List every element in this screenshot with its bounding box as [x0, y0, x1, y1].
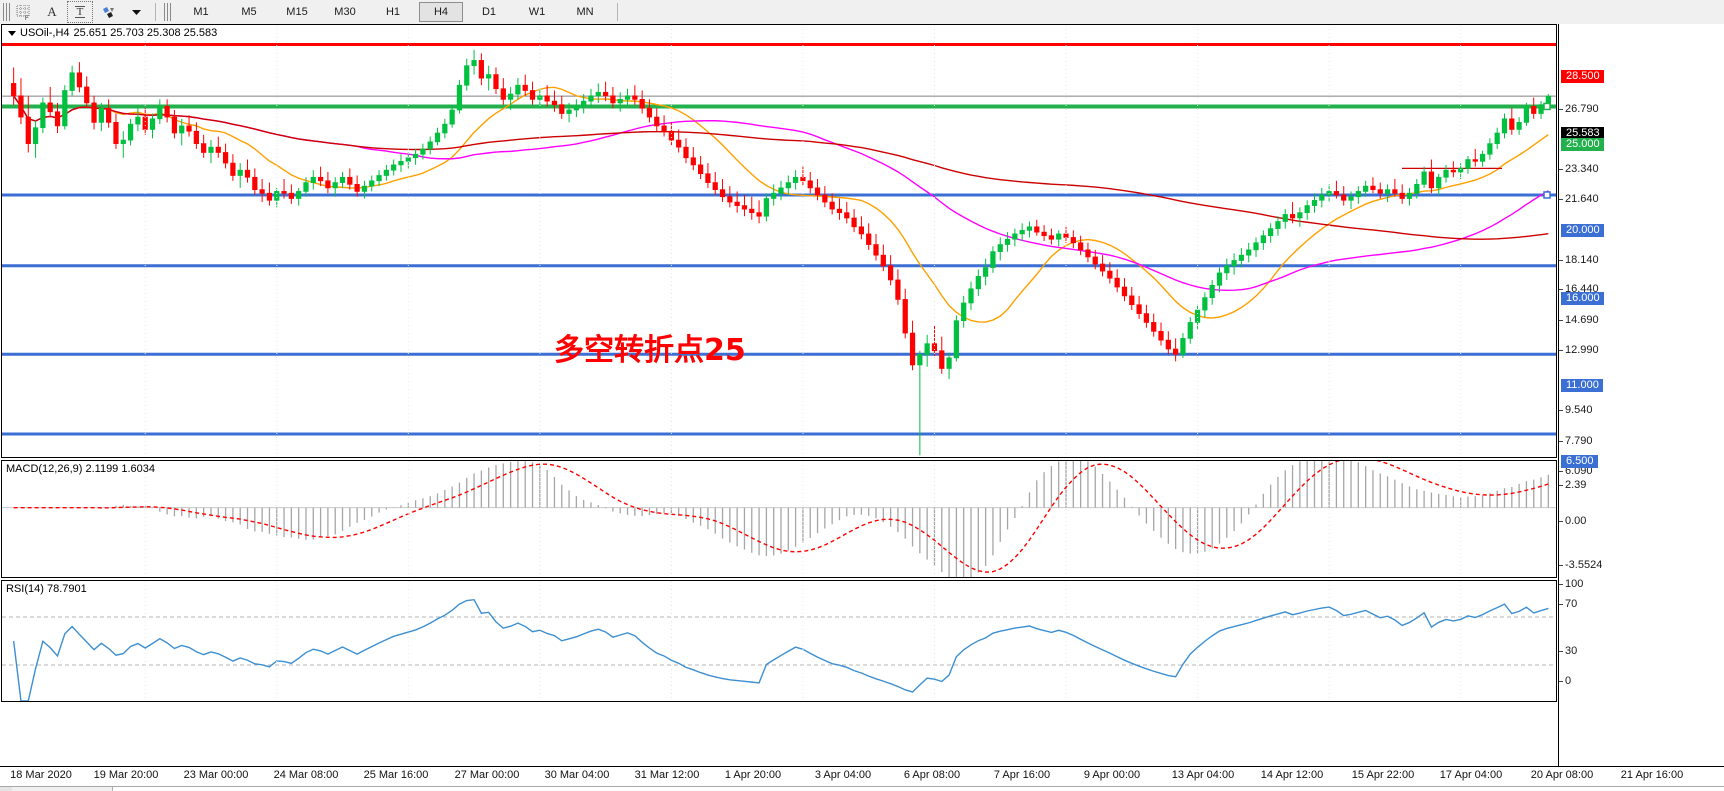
price-tick: 9.540	[1559, 404, 1593, 416]
time-tick: 25 Mar 16:00	[363, 769, 429, 781]
timeframe-m15[interactable]: M15	[286, 6, 308, 18]
rsi-plot	[2, 581, 1556, 701]
timeframe-m1[interactable]: M1	[193, 6, 209, 18]
time-tick: 7 Apr 16:00	[993, 769, 1051, 781]
price-tick: 14.690	[1559, 314, 1599, 326]
time-tick: 1 Apr 20:00	[724, 769, 782, 781]
text-label-icon[interactable]: T	[67, 1, 93, 23]
price-tick: 18.140	[1559, 254, 1599, 266]
toolbar-divider-2	[617, 3, 618, 21]
chart-annotation: 多空转折点25	[554, 333, 746, 368]
time-tick: 27 Mar 00:00	[454, 769, 520, 781]
time-tick: 24 Mar 08:00	[273, 769, 339, 781]
text-a-icon[interactable]: A	[47, 4, 57, 19]
timeframe-h4[interactable]: H4	[419, 2, 463, 22]
price-tick: 26.790	[1559, 103, 1599, 115]
price-pane[interactable]: USOil-,H4 25.651 25.703 25.308 25.583 多空…	[1, 24, 1557, 458]
macd-tick: 0.00	[1558, 515, 1587, 527]
status-left	[0, 787, 12, 791]
price-level-badge[interactable]: 16.000	[1561, 292, 1604, 305]
time-tick: 31 Mar 12:00	[634, 769, 700, 781]
macd-pane[interactable]: MACD(12,26,9) 2.1199 1.6034	[1, 460, 1557, 578]
macd-tick: 2.39	[1558, 479, 1587, 491]
rsi-pane[interactable]: RSI(14) 78.7901	[1, 580, 1557, 702]
time-tick: 14 Apr 12:00	[1260, 769, 1324, 781]
price-level-badge[interactable]: 6.500	[1561, 455, 1598, 468]
chart-area[interactable]: USOil-,H4 25.651 25.703 25.308 25.583 多空…	[0, 24, 1724, 790]
timeframe-m30[interactable]: M30	[334, 6, 356, 18]
macd-label: MACD(12,26,9) 2.1199 1.6034	[6, 463, 155, 475]
timeframe-w1[interactable]: W1	[528, 6, 546, 18]
timeframe-group: M1 M5 M15 M30 H1 H4 D1 W1 MN	[177, 2, 609, 22]
crosshair-f-icon[interactable]: F	[11, 1, 37, 23]
objects-icon[interactable]	[95, 1, 121, 23]
price-tick: 21.640	[1559, 193, 1599, 205]
symbol-header: USOil-,H4 25.651 25.703 25.308 25.583	[8, 27, 217, 39]
price-level-badge[interactable]: 25.000	[1561, 138, 1604, 151]
time-tick: 18 Mar 2020	[10, 769, 72, 781]
rsi-label: RSI(14) 78.7901	[6, 583, 87, 595]
price-level-badge[interactable]: 20.000	[1561, 224, 1604, 237]
price-tick: 7.790	[1559, 435, 1593, 447]
toolbar: F A T M1 M5 M15 M30 H1 H4 D1 W1 MN	[0, 0, 1724, 25]
chart-menu-caret-icon[interactable]	[8, 30, 16, 36]
time-tick: 15 Apr 22:00	[1351, 769, 1415, 781]
time-tick: 21 Apr 16:00	[1620, 769, 1684, 781]
timeframe-d1[interactable]: D1	[481, 6, 497, 18]
timeframe-h1[interactable]: H1	[385, 6, 401, 18]
time-tick: 9 Apr 00:00	[1083, 769, 1141, 781]
price-plot	[2, 25, 1556, 457]
timeframe-mn[interactable]: MN	[576, 6, 594, 18]
rsi-tick: 30	[1558, 645, 1578, 657]
macd-plot	[2, 461, 1556, 577]
timeframe-m5[interactable]: M5	[241, 6, 257, 18]
price-scale[interactable]: 26.790 23.340 21.640 18.140 16.440 14.690 12.9…	[1558, 24, 1724, 790]
time-scale[interactable]: 18 Mar 2020 19 Mar 20:00 23 Mar 00:00 24 Ma…	[0, 766, 1724, 786]
chevron-down-icon[interactable]	[123, 1, 149, 23]
status-right	[112, 787, 1724, 791]
time-tick: 17 Apr 04:00	[1439, 769, 1503, 781]
price-tick: 12.990	[1559, 344, 1599, 356]
macd-tick: -3.5524	[1558, 559, 1603, 571]
timeframe-grip[interactable]	[164, 3, 171, 21]
price-tick: 6.090	[1559, 465, 1593, 477]
symbol-ohlc: 25.651 25.703 25.308 25.583	[73, 27, 218, 39]
price-level-badge[interactable]: 28.500	[1561, 70, 1604, 83]
time-tick: 6 Apr 08:00	[903, 769, 961, 781]
price-tick: 23.340	[1559, 163, 1599, 175]
rsi-tick: 70	[1558, 598, 1578, 610]
symbol-name: USOil-,H4	[20, 27, 70, 39]
price-level-badge[interactable]: 25.583	[1561, 127, 1604, 140]
time-tick: 13 Apr 04:00	[1171, 769, 1235, 781]
time-tick: 19 Mar 20:00	[93, 769, 159, 781]
price-level-badge[interactable]: 11.000	[1561, 379, 1603, 392]
rsi-tick: 0	[1558, 675, 1572, 687]
time-tick: 30 Mar 04:00	[544, 769, 610, 781]
svg-text:F: F	[25, 16, 29, 20]
time-tick: 20 Apr 08:00	[1530, 769, 1594, 781]
status-bar	[0, 786, 1724, 791]
toolbar-divider	[155, 3, 156, 21]
time-tick: 23 Mar 00:00	[183, 769, 249, 781]
time-tick: 3 Apr 04:00	[814, 769, 872, 781]
rsi-tick: 100	[1558, 578, 1584, 590]
toolbar-grip[interactable]	[3, 3, 10, 21]
